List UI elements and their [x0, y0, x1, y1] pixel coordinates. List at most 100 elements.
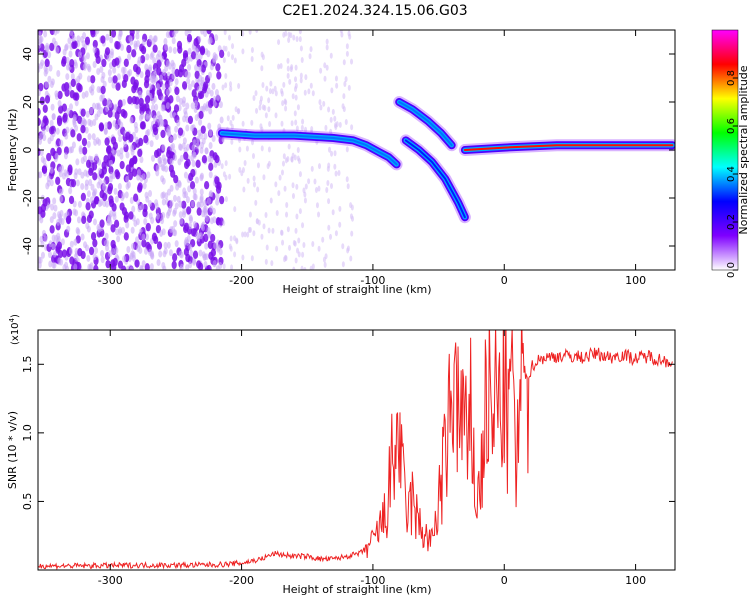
noise-speck	[186, 33, 193, 43]
noise-speck	[267, 146, 271, 153]
noise-speck	[49, 179, 54, 187]
noise-speck	[195, 48, 200, 56]
noise-speck	[139, 121, 146, 130]
noise-speck	[338, 205, 342, 212]
noise-speck	[334, 122, 338, 129]
noise-speck	[72, 208, 77, 216]
noise-speck	[274, 181, 278, 188]
noise-speck	[329, 182, 333, 189]
noise-speck	[90, 232, 97, 241]
noise-speck	[215, 265, 220, 270]
noise-speck	[292, 266, 296, 270]
noise-speck	[197, 129, 202, 137]
noise-speck	[84, 36, 91, 46]
noise-speck	[192, 220, 197, 228]
noise-speck	[168, 79, 173, 87]
noise-speck	[177, 45, 183, 54]
noise-speck	[86, 254, 91, 262]
noise-speck	[69, 59, 75, 68]
noise-speck	[295, 183, 299, 190]
noise-speck	[64, 88, 70, 97]
noise-speck	[70, 129, 76, 138]
noise-speck	[196, 135, 201, 143]
snr-line-layer	[38, 330, 673, 570]
noise-speck	[219, 116, 224, 124]
noise-speck	[313, 178, 317, 185]
noise-speck	[40, 240, 45, 248]
x-tick-label: 0	[501, 274, 508, 287]
noise-speck	[68, 50, 73, 58]
noise-speck	[224, 72, 228, 79]
noise-speck	[130, 242, 135, 250]
noise-speck	[96, 181, 101, 189]
figure-title: C2E1.2024.324.15.06.G03	[282, 3, 467, 19]
noise-speck	[338, 121, 342, 128]
noise-speck	[169, 226, 174, 234]
noise-speck	[252, 94, 256, 101]
noise-speck	[56, 146, 62, 156]
noise-speck	[219, 49, 225, 59]
noise-speck	[100, 249, 105, 257]
noise-speck	[48, 240, 53, 248]
noise-speck	[284, 99, 288, 106]
noise-speck	[293, 154, 297, 161]
noise-speck	[160, 119, 165, 127]
noise-speck	[174, 125, 179, 133]
noise-speck	[349, 202, 353, 209]
noise-speck	[280, 90, 284, 97]
noise-speck	[208, 171, 213, 179]
noise-speck	[124, 191, 129, 199]
noise-speck	[84, 90, 89, 98]
noise-speck	[166, 209, 171, 217]
snr-frame	[37, 329, 676, 571]
noise-speck	[177, 127, 184, 136]
noise-speck	[298, 208, 302, 215]
noise-speck	[255, 107, 259, 114]
noise-speck	[131, 95, 137, 105]
noise-speck	[299, 72, 303, 79]
noise-speck	[298, 30, 302, 35]
noise-speck	[78, 147, 83, 155]
noise-speck	[61, 58, 67, 67]
noise-speck	[133, 121, 138, 129]
noise-speck	[66, 225, 71, 233]
noise-speck	[49, 42, 55, 52]
noise-speck	[189, 249, 194, 257]
noise-speck	[65, 56, 70, 64]
noise-speck	[197, 64, 202, 72]
noise-speck	[86, 190, 91, 198]
noise-speck	[107, 69, 112, 77]
noise-speck	[325, 64, 329, 71]
noise-speck	[309, 265, 313, 270]
noise-speck	[233, 206, 237, 213]
noise-speck	[295, 213, 299, 220]
noise-speck	[207, 240, 213, 250]
noise-speck	[326, 165, 330, 172]
noise-speck	[92, 172, 98, 181]
noise-speck	[190, 102, 195, 110]
noise-speck	[194, 70, 200, 79]
noise-speck	[97, 200, 102, 208]
noise-speck	[207, 37, 212, 45]
noise-speck	[304, 74, 308, 81]
noise-speck	[152, 57, 157, 65]
snr-panel: -300 -200 -100 0 100 0.5 1.0 1.5 Height of str…	[6, 314, 676, 596]
noise-speck	[152, 123, 158, 132]
noise-speck	[248, 30, 252, 35]
noise-speck	[84, 179, 89, 187]
noise-speck	[49, 166, 54, 174]
noise-speck	[123, 232, 129, 241]
noise-speck	[198, 232, 203, 240]
noise-speck	[241, 254, 245, 261]
noise-speck	[330, 150, 334, 157]
noise-speck	[174, 240, 179, 248]
noise-speck	[148, 83, 153, 91]
spectrogram-y-ticks: -40 -20 0 20 40	[21, 47, 675, 255]
noise-speck	[224, 82, 228, 89]
noise-speck	[50, 103, 55, 111]
noise-speck	[294, 257, 298, 264]
noise-speck	[47, 75, 52, 83]
noise-speck	[250, 139, 254, 146]
noise-speck	[69, 90, 75, 99]
